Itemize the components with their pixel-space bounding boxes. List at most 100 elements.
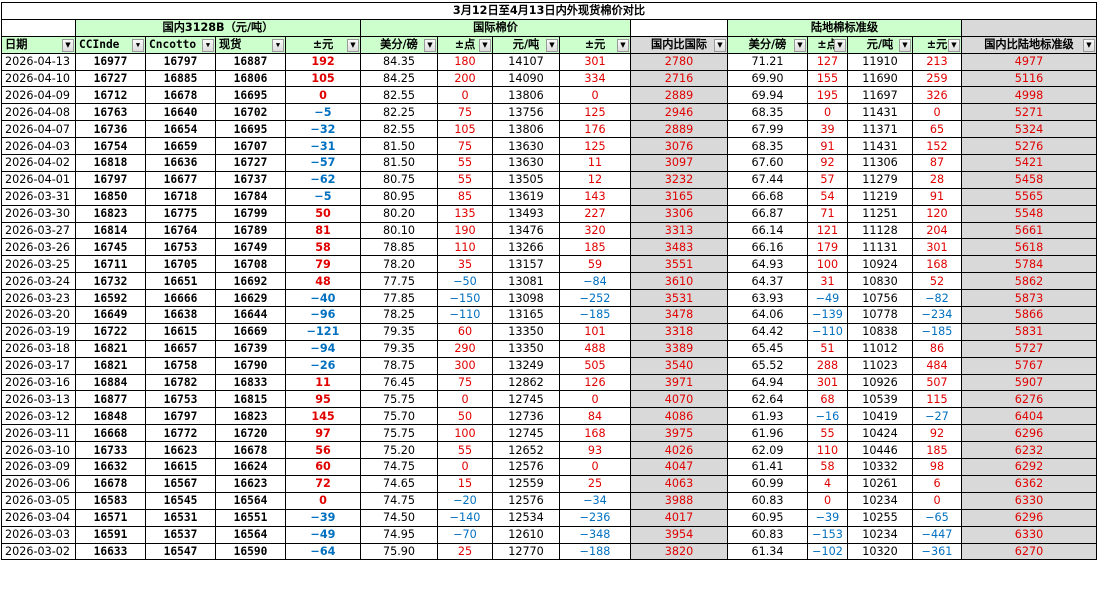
table-cell[interactable]: −102 — [807, 542, 848, 561]
table-cell[interactable]: 92 — [807, 154, 848, 172]
table-cell[interactable]: 195 — [807, 86, 848, 105]
table-cell[interactable]: 16850 — [75, 187, 146, 206]
table-cell[interactable]: 97 — [285, 424, 361, 443]
table-cell[interactable]: 152 — [912, 137, 962, 156]
table-cell[interactable]: 2026-03-19 — [1, 322, 76, 341]
table-cell[interactable]: 15 — [437, 474, 493, 493]
table-cell[interactable]: 16677 — [145, 170, 216, 189]
table-cell[interactable]: 79.35 — [360, 339, 438, 358]
table-cell[interactable]: −20 — [437, 491, 493, 510]
table-cell[interactable]: 16797 — [145, 52, 216, 71]
table-cell[interactable]: 3954 — [630, 525, 728, 544]
table-cell[interactable]: −31 — [285, 137, 361, 156]
table-cell[interactable]: 14107 — [492, 52, 560, 71]
table-cell[interactable]: −447 — [912, 525, 962, 544]
table-cell[interactable]: 16640 — [145, 103, 216, 122]
table-cell[interactable]: 3551 — [630, 255, 728, 274]
table-cell[interactable]: 5727 — [961, 339, 1097, 358]
table-cell[interactable]: 16678 — [145, 86, 216, 105]
table-cell[interactable]: 16720 — [215, 424, 286, 443]
table-cell[interactable]: 68.35 — [727, 103, 808, 122]
table-cell[interactable]: 10332 — [847, 458, 913, 476]
table-cell[interactable]: 16571 — [75, 508, 146, 527]
table-cell[interactable]: 52 — [912, 272, 962, 291]
table-cell[interactable]: 16823 — [215, 407, 286, 426]
table-cell[interactable]: 5907 — [961, 373, 1097, 392]
table-cell[interactable]: 2889 — [630, 120, 728, 139]
table-cell[interactable]: 176 — [559, 120, 631, 139]
table-cell[interactable]: 105 — [437, 120, 493, 139]
table-cell[interactable]: 13266 — [492, 238, 560, 257]
table-cell[interactable]: 0 — [285, 86, 361, 105]
table-cell[interactable]: 75 — [437, 103, 493, 122]
table-cell[interactable]: 98 — [912, 458, 962, 476]
table-cell[interactable]: 4026 — [630, 441, 728, 460]
table-cell[interactable]: 300 — [437, 356, 493, 375]
table-cell[interactable]: 2026-03-04 — [1, 508, 76, 527]
table-cell[interactable]: 48 — [285, 272, 361, 291]
table-cell[interactable]: 12576 — [492, 491, 560, 510]
table-cell[interactable]: 110 — [807, 441, 848, 460]
table-cell[interactable]: 5784 — [961, 255, 1097, 274]
table-cell[interactable]: 5873 — [961, 289, 1097, 308]
table-cell[interactable]: 67.99 — [727, 120, 808, 139]
table-cell[interactable]: 121 — [807, 221, 848, 240]
table-cell[interactable]: 16848 — [75, 407, 146, 426]
table-cell[interactable]: 3820 — [630, 542, 728, 561]
table-cell[interactable]: −16 — [807, 407, 848, 426]
table-cell[interactable]: 2026-04-08 — [1, 103, 76, 122]
table-cell[interactable]: 82.25 — [360, 103, 438, 122]
table-cell[interactable]: 4070 — [630, 390, 728, 409]
table-cell[interactable]: 55 — [437, 154, 493, 172]
table-cell[interactable]: 16797 — [75, 170, 146, 189]
table-cell[interactable]: −62 — [285, 170, 361, 189]
table-cell[interactable]: 259 — [912, 69, 962, 88]
table-cell[interactable]: 16547 — [145, 542, 216, 561]
filter-dropdown-icon[interactable]: ▼ — [1083, 38, 1095, 52]
table-cell[interactable]: 11690 — [847, 69, 913, 88]
table-cell[interactable]: 10830 — [847, 272, 913, 291]
table-cell[interactable]: 16753 — [145, 238, 216, 257]
table-cell[interactable]: 0 — [912, 103, 962, 122]
table-cell[interactable]: 77.85 — [360, 289, 438, 308]
table-cell[interactable]: 16654 — [145, 120, 216, 139]
table-cell[interactable]: 64.42 — [727, 322, 808, 341]
table-cell[interactable]: 66.87 — [727, 204, 808, 223]
table-cell[interactable]: 71.21 — [727, 52, 808, 71]
table-cell[interactable]: 80.10 — [360, 221, 438, 240]
table-cell[interactable]: 3313 — [630, 221, 728, 240]
table-cell[interactable]: 2026-03-06 — [1, 474, 76, 493]
table-cell[interactable]: 4063 — [630, 474, 728, 493]
table-cell[interactable]: 6330 — [961, 491, 1097, 510]
table-cell[interactable]: 25 — [437, 542, 493, 561]
table-cell[interactable]: 2026-03-27 — [1, 221, 76, 240]
table-cell[interactable]: 16633 — [75, 542, 146, 561]
table-cell[interactable]: 67.44 — [727, 170, 808, 189]
table-cell[interactable]: 12736 — [492, 407, 560, 426]
table-cell[interactable]: 81 — [285, 221, 361, 240]
table-cell[interactable]: 16712 — [75, 86, 146, 105]
table-cell[interactable]: 13098 — [492, 289, 560, 308]
table-cell[interactable]: 227 — [559, 204, 631, 223]
table-cell[interactable]: 0 — [285, 491, 361, 510]
table-cell[interactable]: 12745 — [492, 424, 560, 443]
filter-dropdown-icon[interactable]: ▼ — [834, 38, 846, 52]
table-cell[interactable]: 81.50 — [360, 154, 438, 172]
table-cell[interactable]: 0 — [559, 390, 631, 409]
table-cell[interactable]: 11279 — [847, 170, 913, 189]
filter-dropdown-icon[interactable]: ▼ — [899, 38, 911, 52]
table-cell[interactable]: 13806 — [492, 86, 560, 105]
table-cell[interactable]: 16763 — [75, 103, 146, 122]
table-cell[interactable]: 301 — [912, 238, 962, 257]
table-cell[interactable]: 2946 — [630, 103, 728, 122]
table-cell[interactable]: 127 — [807, 52, 848, 71]
table-cell[interactable]: 61.34 — [727, 542, 808, 561]
table-cell[interactable]: 2889 — [630, 86, 728, 105]
table-cell[interactable]: −185 — [912, 322, 962, 341]
table-cell[interactable]: 13630 — [492, 137, 560, 156]
table-cell[interactable]: 16727 — [75, 69, 146, 88]
table-cell[interactable]: 13806 — [492, 120, 560, 139]
table-cell[interactable]: −5 — [285, 187, 361, 206]
table-cell[interactable]: 3306 — [630, 204, 728, 223]
table-cell[interactable]: 4017 — [630, 508, 728, 527]
